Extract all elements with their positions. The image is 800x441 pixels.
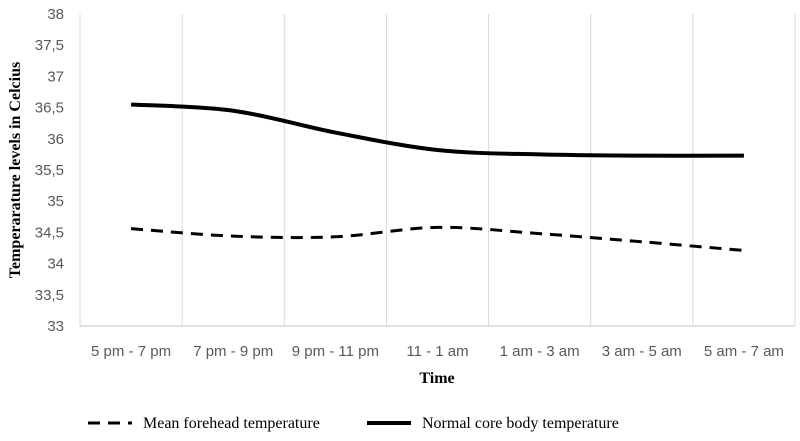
x-tick-label: 1 am - 3 am [500, 343, 580, 360]
legend-label: Normal core body temperature [422, 415, 619, 432]
grid-lines [79, 14, 796, 326]
y-tick-label: 35,5 [35, 162, 64, 179]
y-tick-label: 33,5 [35, 287, 64, 304]
y-axis-title: Temperarature levels in Celcius [7, 62, 24, 278]
series-lines [130, 102, 745, 252]
x-tick-label: 11 - 1 am [406, 343, 468, 360]
y-tick-label: 37,5 [35, 37, 64, 54]
y-tick-labels: 33 33,5 34 34,5 35 35,5 36 36,5 37 37,5 38 [35, 6, 64, 335]
y-tick-label: 34,5 [35, 224, 64, 241]
y-tick-label: 36,5 [35, 100, 64, 117]
x-tick-label: 3 am - 5 am [602, 343, 682, 360]
y-tick-label: 36 [47, 131, 64, 148]
x-tick-labels: 5 pm - 7 pm 7 pm - 9 pm 9 pm - 11 pm 11 - 1… [91, 343, 784, 360]
x-tick-label: 7 pm - 9 pm [193, 343, 273, 360]
legend: Mean forehead temperature Normal core bod… [88, 415, 619, 432]
x-axis-title: Time [419, 370, 454, 387]
y-tick-label: 38 [47, 6, 64, 23]
x-tick-label: 9 pm - 11 pm [292, 343, 379, 360]
y-tick-label: 33 [47, 318, 64, 335]
x-tick-label: 5 pm - 7 pm [91, 343, 171, 360]
x-tick-label: 5 am - 7 am [704, 343, 784, 360]
y-tick-label: 37 [47, 68, 64, 85]
y-tick-label: 34 [47, 256, 64, 273]
legend-label: Mean forehead temperature [143, 415, 320, 432]
core-temperature-line [130, 102, 744, 158]
forehead-temperature-line [130, 225, 745, 252]
y-tick-label: 35 [47, 193, 64, 210]
